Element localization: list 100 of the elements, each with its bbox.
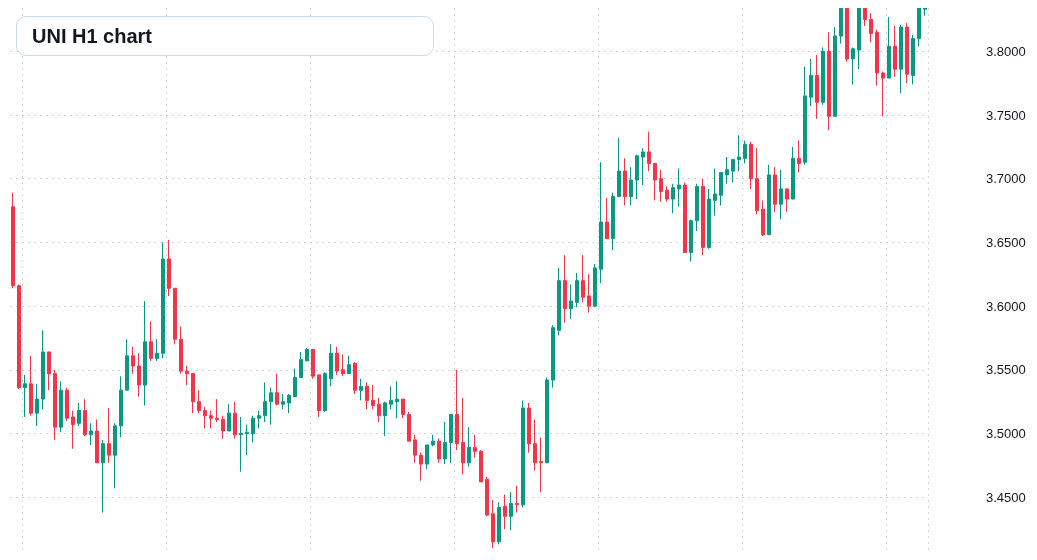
- candlestick: [875, 29, 879, 87]
- candlestick: [677, 168, 681, 208]
- candlestick: [845, 8, 849, 63]
- candlestick: [407, 411, 411, 442]
- candlestick: [533, 419, 537, 471]
- candlestick: [653, 162, 657, 201]
- candlestick: [815, 54, 819, 120]
- candlestick: [611, 192, 615, 251]
- candlestick: [899, 24, 903, 94]
- candlestick: [263, 382, 267, 423]
- candlestick: [629, 166, 633, 206]
- candlestick: [461, 397, 465, 475]
- candlestick: [473, 434, 477, 459]
- candlestick: [671, 183, 675, 214]
- candlestick: [911, 34, 915, 85]
- candlestick: [119, 375, 123, 438]
- candlestick: [395, 380, 399, 419]
- candlestick: [515, 485, 519, 514]
- candlestick: [509, 491, 513, 531]
- candlestick: [623, 157, 627, 206]
- candlestick: [599, 161, 603, 284]
- candlestick: [341, 354, 345, 377]
- candlestick: [107, 407, 111, 464]
- candlestick: [707, 188, 711, 250]
- candlestick: [725, 156, 729, 185]
- candlestick: [35, 383, 39, 427]
- candlestick: [587, 273, 591, 313]
- y-tick-label: 3.5500: [986, 362, 1026, 378]
- candlestick: [731, 159, 735, 184]
- candlestick: [227, 403, 231, 432]
- candlestick: [29, 355, 33, 417]
- candlestick: [455, 369, 459, 451]
- candlestick: [383, 401, 387, 437]
- candlestick: [779, 169, 783, 220]
- candlestick: [125, 338, 129, 391]
- candlestick: [467, 426, 471, 468]
- candlestick: [179, 326, 183, 375]
- candlestick: [419, 452, 423, 482]
- candlestick: [635, 154, 639, 200]
- candlestick: [185, 365, 189, 386]
- candlestick: [389, 385, 393, 410]
- candlestick: [101, 439, 105, 514]
- candlestick: [737, 134, 741, 172]
- candlestick: [563, 254, 567, 324]
- candlestick: [797, 140, 801, 173]
- candlestick: [11, 192, 15, 289]
- candlestick: [659, 169, 663, 203]
- candlestick: [323, 371, 327, 413]
- candlestick: [767, 164, 771, 236]
- candlestick: [605, 197, 609, 240]
- y-tick-label: 3.4500: [986, 489, 1026, 505]
- candlestick: [41, 329, 45, 410]
- candlestick: [281, 393, 285, 410]
- candlestick: [59, 380, 63, 433]
- candlestick: [65, 387, 69, 422]
- candlestick: [479, 449, 483, 483]
- candlestick: [521, 399, 525, 508]
- candlestick: [503, 494, 507, 530]
- y-tick-label: 3.7000: [986, 171, 1026, 187]
- candlestick: [593, 263, 597, 308]
- candlestick: [305, 347, 309, 362]
- candlestick: [89, 422, 93, 446]
- candlestick: [23, 374, 27, 418]
- candlestick: [347, 355, 351, 375]
- candlestick: [143, 300, 147, 406]
- candlestick: [839, 8, 843, 45]
- candlestick: [437, 438, 441, 464]
- candlestick: [155, 338, 159, 362]
- y-tick-label: 3.5000: [986, 426, 1026, 442]
- candlestick: [17, 283, 21, 390]
- y-tick-label: 3.7500: [986, 107, 1026, 123]
- candlestick: [131, 346, 135, 375]
- candlestick: [335, 346, 339, 376]
- candlestick: [275, 373, 279, 406]
- candlestick: [743, 140, 747, 164]
- candlestick: [353, 361, 357, 395]
- candlestick: [887, 16, 891, 79]
- candlestick: [575, 272, 579, 308]
- candlestick: [173, 287, 177, 345]
- candlestick: [71, 410, 75, 450]
- candlestick: [233, 401, 237, 440]
- candlestick: [191, 373, 195, 414]
- candlestick: [905, 22, 909, 84]
- candlestick: [239, 416, 243, 473]
- candlestick: [251, 415, 255, 443]
- candlestick: [53, 369, 57, 441]
- candlestick: [893, 25, 897, 78]
- candlestick: [809, 58, 813, 107]
- candlestick: [719, 171, 723, 206]
- candlestick: [617, 137, 621, 198]
- candlestick: [425, 444, 429, 470]
- title-panel: UNI H1 chart: [16, 16, 434, 56]
- candlestick: [485, 476, 489, 517]
- candlestick: [881, 71, 885, 117]
- candlestick: [311, 348, 315, 380]
- candlestick: [443, 421, 447, 465]
- candlestick: [221, 415, 225, 440]
- candlestick: [695, 183, 699, 232]
- candlestick: [245, 424, 249, 456]
- candlestick: [431, 434, 435, 447]
